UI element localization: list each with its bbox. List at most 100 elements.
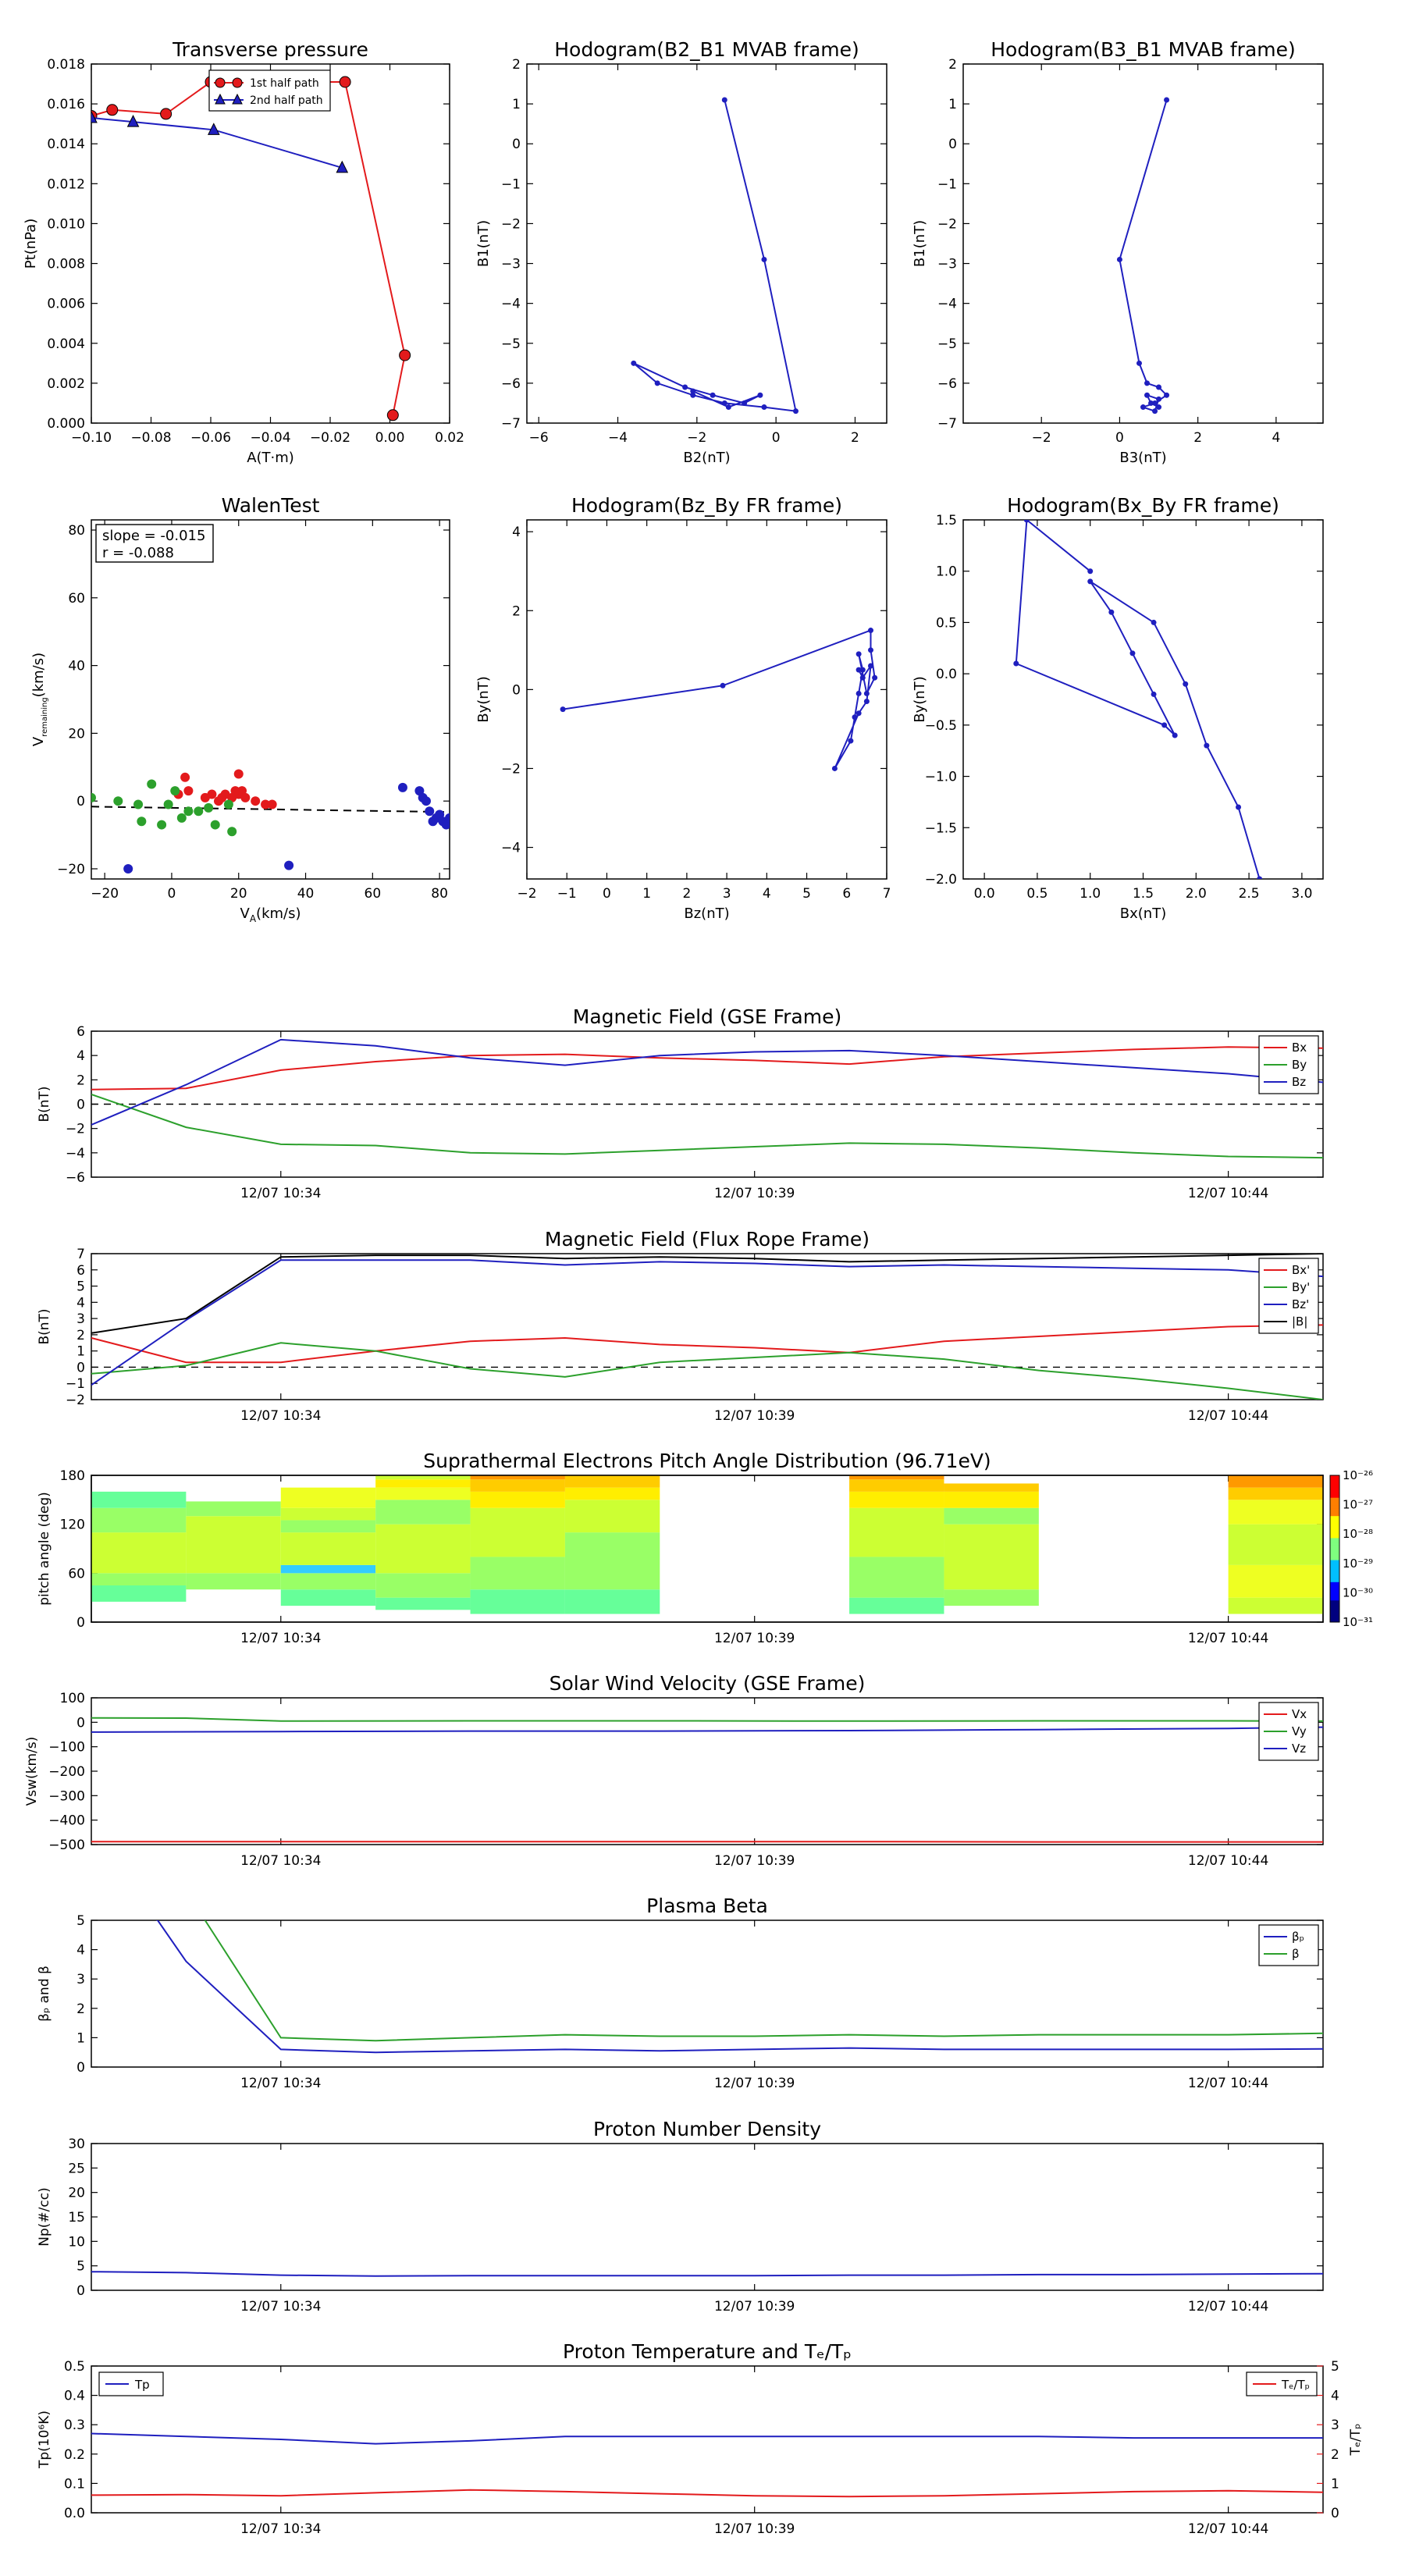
panel-pad-cell xyxy=(564,1500,660,1533)
chart-h4-ylabel: By(nT) xyxy=(912,676,928,722)
panel-tp-ylabel-right: Tₑ/Tₚ xyxy=(1348,2424,1364,2457)
panel-beta-series-line xyxy=(204,1920,1323,2042)
panel-vsw-series-line xyxy=(91,1717,1323,1722)
panel-bfr-legend-label: Bz' xyxy=(1292,1297,1309,1311)
panel-beta-frame xyxy=(91,1920,1324,2068)
chart-h2-ytick-label: −1 xyxy=(937,176,957,192)
panel-pad-colorbar-segment xyxy=(1330,1534,1339,1539)
chart-h2-series-point xyxy=(1156,404,1162,411)
chart-walen-xlabel: VA(km/s) xyxy=(240,906,301,924)
chart-h3-series-line xyxy=(562,629,876,770)
panel-pad-xtick-label: 12/07 10:39 xyxy=(714,1631,795,1646)
chart-h3-series-point xyxy=(848,738,854,744)
panel-pad-cell xyxy=(470,1557,565,1590)
chart-h2-ytick-label: −7 xyxy=(937,416,957,432)
chart-h2-series-point xyxy=(1136,360,1142,366)
panel-pad-colorbar-segment xyxy=(1330,1493,1339,1498)
chart-pt-ytick-label: 0.000 xyxy=(47,416,85,432)
chart-pt-xtick-label: −0.04 xyxy=(250,430,290,446)
chart-walen-point xyxy=(210,820,220,830)
chart-h4-series-point xyxy=(1023,520,1030,523)
panel-bgse-series-line xyxy=(91,1094,1323,1159)
panel-vsw-title: Solar Wind Velocity (GSE Frame) xyxy=(550,1672,866,1695)
chart-h1-ytick-label: −2 xyxy=(501,216,521,232)
panel-pad-cell xyxy=(91,1532,187,1574)
chart-h2-series-point xyxy=(1140,404,1146,411)
panel-bfr-legend-label: |B| xyxy=(1292,1315,1307,1329)
panel-pad-cell xyxy=(1228,1475,1323,1488)
chart-h3-title: Hodogram(Bz_By FR frame) xyxy=(571,494,842,517)
chart-walen-point xyxy=(194,806,204,817)
panel-tp-series-line xyxy=(91,2489,1323,2498)
panel-pad-cell xyxy=(849,1557,944,1598)
panel-pad-colorbar-label: 10⁻²⁶ xyxy=(1343,1468,1373,1482)
panel-pad-colorbar-segment xyxy=(1330,1523,1339,1528)
chart-h3-series-point xyxy=(831,765,838,771)
panel-vsw-xtick-label: 12/07 10:44 xyxy=(1188,1853,1268,1869)
panel-pad-colorbar-segment xyxy=(1330,1599,1339,1604)
panel-pad-colorbar-segment xyxy=(1330,1552,1339,1557)
chart-h4-series-point xyxy=(1151,619,1157,625)
panel-beta-ytick-label: 2 xyxy=(76,2001,85,2017)
panel-beta-ytick-label: 4 xyxy=(76,1943,85,1959)
panel-tp-xtick-label: 12/07 10:44 xyxy=(1188,2521,1268,2537)
panel-bgse-xtick-label: 12/07 10:34 xyxy=(240,1186,321,1201)
panel-pad-cell xyxy=(849,1491,944,1508)
chart-walen-point xyxy=(91,792,96,802)
panel-np: Proton Number Density 12/07 10:34 12/07 10… xyxy=(37,2118,1324,2314)
panel-pad-cell xyxy=(1228,1524,1323,1565)
panel-bgse-xtick-label: 12/07 10:44 xyxy=(1188,1186,1268,1201)
chart-h2-series-point xyxy=(1148,400,1154,406)
chart-h2-ytick-label: 0 xyxy=(948,137,957,152)
panel-pad-colorbar-segment xyxy=(1330,1618,1339,1623)
chart-h2-xtick-label: −2 xyxy=(1032,430,1051,446)
chart-h2-ytick-label: 1 xyxy=(948,97,957,112)
panel-vsw-xtick-label: 12/07 10:39 xyxy=(714,1853,795,1869)
chart-pt-legend-marker xyxy=(215,93,226,105)
chart-h1-series-point xyxy=(654,380,660,386)
chart-h1-series-point xyxy=(761,404,767,411)
chart-h2-xlabel: B3(nT) xyxy=(1119,450,1166,466)
chart-h1-series-point xyxy=(757,392,763,398)
chart-pt-xtick-label: −0.06 xyxy=(190,430,231,446)
panel-pad-cell xyxy=(375,1475,471,1480)
panel-bgse-title: Magnetic Field (GSE Frame) xyxy=(573,1005,841,1028)
chart-h3-xtick-label: 4 xyxy=(763,886,771,902)
chart-h1-xtick-label: −4 xyxy=(608,430,628,446)
chart-h1-series-point xyxy=(742,400,748,406)
panel-pad-cell xyxy=(375,1573,471,1598)
panel-bgse-ytick-label: 0 xyxy=(76,1098,85,1113)
chart-h4-series-point xyxy=(1204,742,1210,749)
chart-pt-xlabel: A(T·m) xyxy=(247,450,294,466)
chart-h4-ytick-label: −2.0 xyxy=(925,872,957,888)
chart-h2-ytick-label: −4 xyxy=(937,297,957,312)
chart-h1-series-point xyxy=(721,97,727,103)
chart-h1-title: Hodogram(B2_B1 MVAB frame) xyxy=(554,38,859,61)
chart-walen-point xyxy=(441,820,450,830)
panel-pad-colorbar-segment xyxy=(1330,1610,1339,1616)
panel-pad-colorbar-label: 10⁻²⁷ xyxy=(1343,1498,1373,1512)
panel-tp-series-line xyxy=(91,2432,1323,2445)
chart-h3-xtick-label: 0 xyxy=(603,886,611,902)
panel-pad-cell xyxy=(91,1573,187,1585)
panel-bfr-series-line xyxy=(91,1342,1323,1400)
panel-pad-cell xyxy=(944,1589,1039,1606)
panel-pad-colorbar-segment xyxy=(1330,1512,1339,1517)
panel-pad-colorbar-segment xyxy=(1330,1578,1339,1582)
panel-pad-cell xyxy=(186,1501,281,1517)
chart-walen-title: WalenTest xyxy=(222,494,320,517)
panel-beta-title: Plasma Beta xyxy=(646,1895,768,1917)
chart-walen-point xyxy=(147,779,157,789)
panel-tp-legend-left-label: Tp xyxy=(134,2378,150,2392)
chart-h2-ytick-label: −3 xyxy=(937,257,957,272)
chart-h4-series-point xyxy=(1129,650,1136,656)
chart-walen-point xyxy=(183,786,194,796)
panel-bgse: Magnetic Field (GSE Frame) 12/07 10:34 12/… xyxy=(37,1005,1324,1201)
chart-h1-series-point xyxy=(710,392,716,398)
panel-beta-xtick-label: 12/07 10:39 xyxy=(714,2076,795,2091)
panel-pad-colorbar-segment xyxy=(1330,1596,1339,1601)
panel-pad-cell xyxy=(564,1487,660,1500)
panel-beta-legend-label: β xyxy=(1292,1947,1300,1961)
panel-pad-colorbar-segment xyxy=(1330,1582,1339,1586)
panel-pad-colorbar-segment xyxy=(1330,1537,1339,1542)
